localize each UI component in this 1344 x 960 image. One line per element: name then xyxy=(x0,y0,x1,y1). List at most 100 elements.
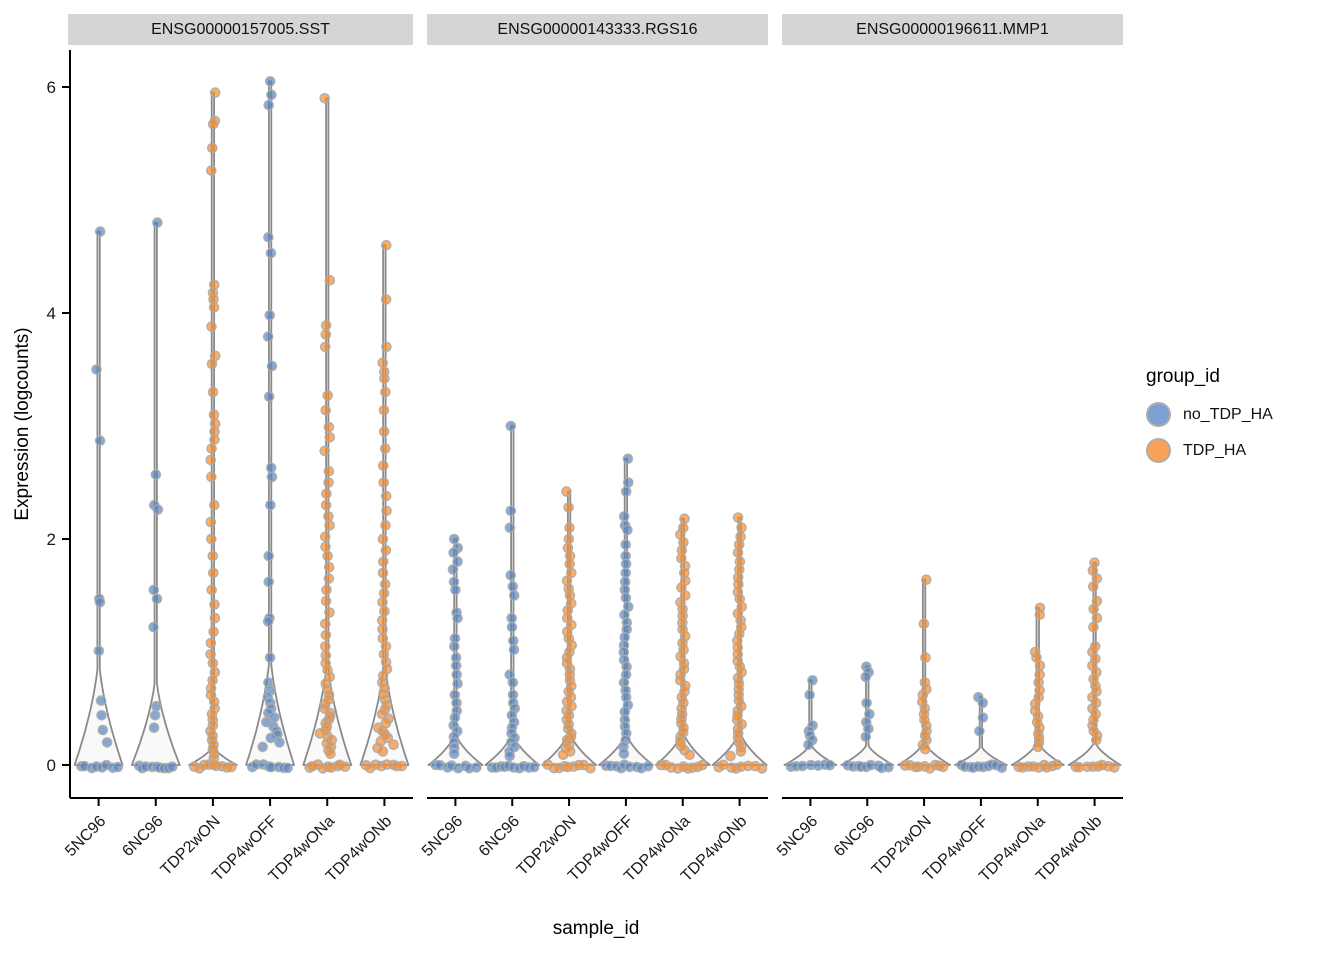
data-point xyxy=(94,597,106,608)
data-point xyxy=(620,567,632,579)
legend-entry-tdp-ha: TDP_HA xyxy=(1146,438,1336,463)
data-point xyxy=(684,749,695,761)
data-point xyxy=(377,597,388,608)
data-point xyxy=(264,309,276,321)
data-point xyxy=(94,435,106,447)
legend-swatch-no-tdp-ha-icon xyxy=(1146,402,1171,427)
data-point xyxy=(323,511,334,522)
data-point xyxy=(263,391,275,402)
facet-strip-rgs16: ENSG00000143333.RGS16 xyxy=(427,14,768,45)
data-point xyxy=(149,710,161,721)
data-point xyxy=(725,750,736,762)
zero-point xyxy=(396,760,408,772)
data-point xyxy=(379,443,391,454)
y-tick-label: 2 xyxy=(47,530,56,549)
data-point xyxy=(320,595,332,607)
data-point xyxy=(148,722,160,734)
data-point xyxy=(622,524,633,536)
data-point xyxy=(265,247,277,259)
data-point xyxy=(507,677,519,688)
zero-point xyxy=(282,762,293,774)
data-point xyxy=(205,649,216,660)
data-point xyxy=(208,626,219,638)
data-point xyxy=(450,660,462,671)
zero-point xyxy=(471,762,482,773)
data-point xyxy=(379,578,391,590)
data-point xyxy=(266,89,277,101)
data-point xyxy=(319,618,331,630)
zero-point xyxy=(528,761,540,773)
data-point xyxy=(324,274,336,286)
data-point xyxy=(152,217,163,228)
data-point xyxy=(378,426,390,437)
data-point xyxy=(447,564,459,575)
data-point xyxy=(266,360,278,372)
data-point xyxy=(563,502,574,513)
data-point xyxy=(679,513,690,525)
zero-point xyxy=(1109,762,1120,773)
data-point xyxy=(1091,612,1103,624)
data-point xyxy=(207,119,219,130)
data-point xyxy=(378,477,390,488)
data-point xyxy=(804,689,815,701)
data-point xyxy=(448,547,459,558)
data-point xyxy=(563,533,575,545)
data-point xyxy=(324,431,336,443)
data-point xyxy=(620,592,632,604)
y-tick-label: 6 xyxy=(47,78,56,97)
facet-strip-sst: ENSG00000157005.SST xyxy=(68,14,413,45)
data-point xyxy=(320,404,332,416)
data-point xyxy=(324,520,335,531)
data-point xyxy=(506,621,518,633)
data-point xyxy=(452,612,463,624)
data-point xyxy=(379,373,390,384)
data-point xyxy=(450,584,461,596)
data-point xyxy=(377,746,389,757)
data-point xyxy=(1034,609,1046,621)
data-point xyxy=(620,558,632,570)
data-point xyxy=(974,725,985,737)
data-point xyxy=(208,499,220,511)
data-point xyxy=(623,477,634,488)
data-point xyxy=(319,641,331,652)
data-point xyxy=(620,486,632,497)
data-point xyxy=(323,562,335,573)
data-point xyxy=(206,321,217,332)
data-point xyxy=(320,329,332,340)
data-point xyxy=(380,239,392,251)
data-point xyxy=(207,550,219,562)
x-tick-label: 5NC96 xyxy=(774,813,821,860)
data-point xyxy=(380,545,392,556)
data-point xyxy=(380,294,392,305)
data-point xyxy=(507,581,519,592)
data-point xyxy=(97,724,109,736)
data-point xyxy=(377,556,389,567)
violin-outline xyxy=(73,230,124,766)
data-point xyxy=(504,750,516,762)
data-point xyxy=(205,454,216,466)
data-point xyxy=(732,512,744,523)
data-point xyxy=(918,618,930,630)
data-point xyxy=(380,520,391,531)
x-tick-label: 6NC96 xyxy=(831,813,878,860)
legend-label: no_TDP_HA xyxy=(1183,405,1273,423)
data-point xyxy=(323,477,334,488)
data-point xyxy=(564,522,575,534)
data-point xyxy=(377,567,389,579)
legend-title: group_id xyxy=(1146,366,1220,387)
data-point xyxy=(448,748,460,760)
data-point xyxy=(1088,603,1099,615)
data-point xyxy=(321,584,332,596)
data-point xyxy=(209,599,220,610)
data-point xyxy=(620,539,632,550)
x-axis-title: sample_id xyxy=(552,918,640,939)
data-point xyxy=(206,443,217,454)
data-point xyxy=(377,357,389,369)
data-point xyxy=(803,739,814,751)
zero-point xyxy=(642,761,654,772)
data-point xyxy=(207,658,219,669)
data-point xyxy=(381,505,392,517)
data-point xyxy=(380,386,391,398)
